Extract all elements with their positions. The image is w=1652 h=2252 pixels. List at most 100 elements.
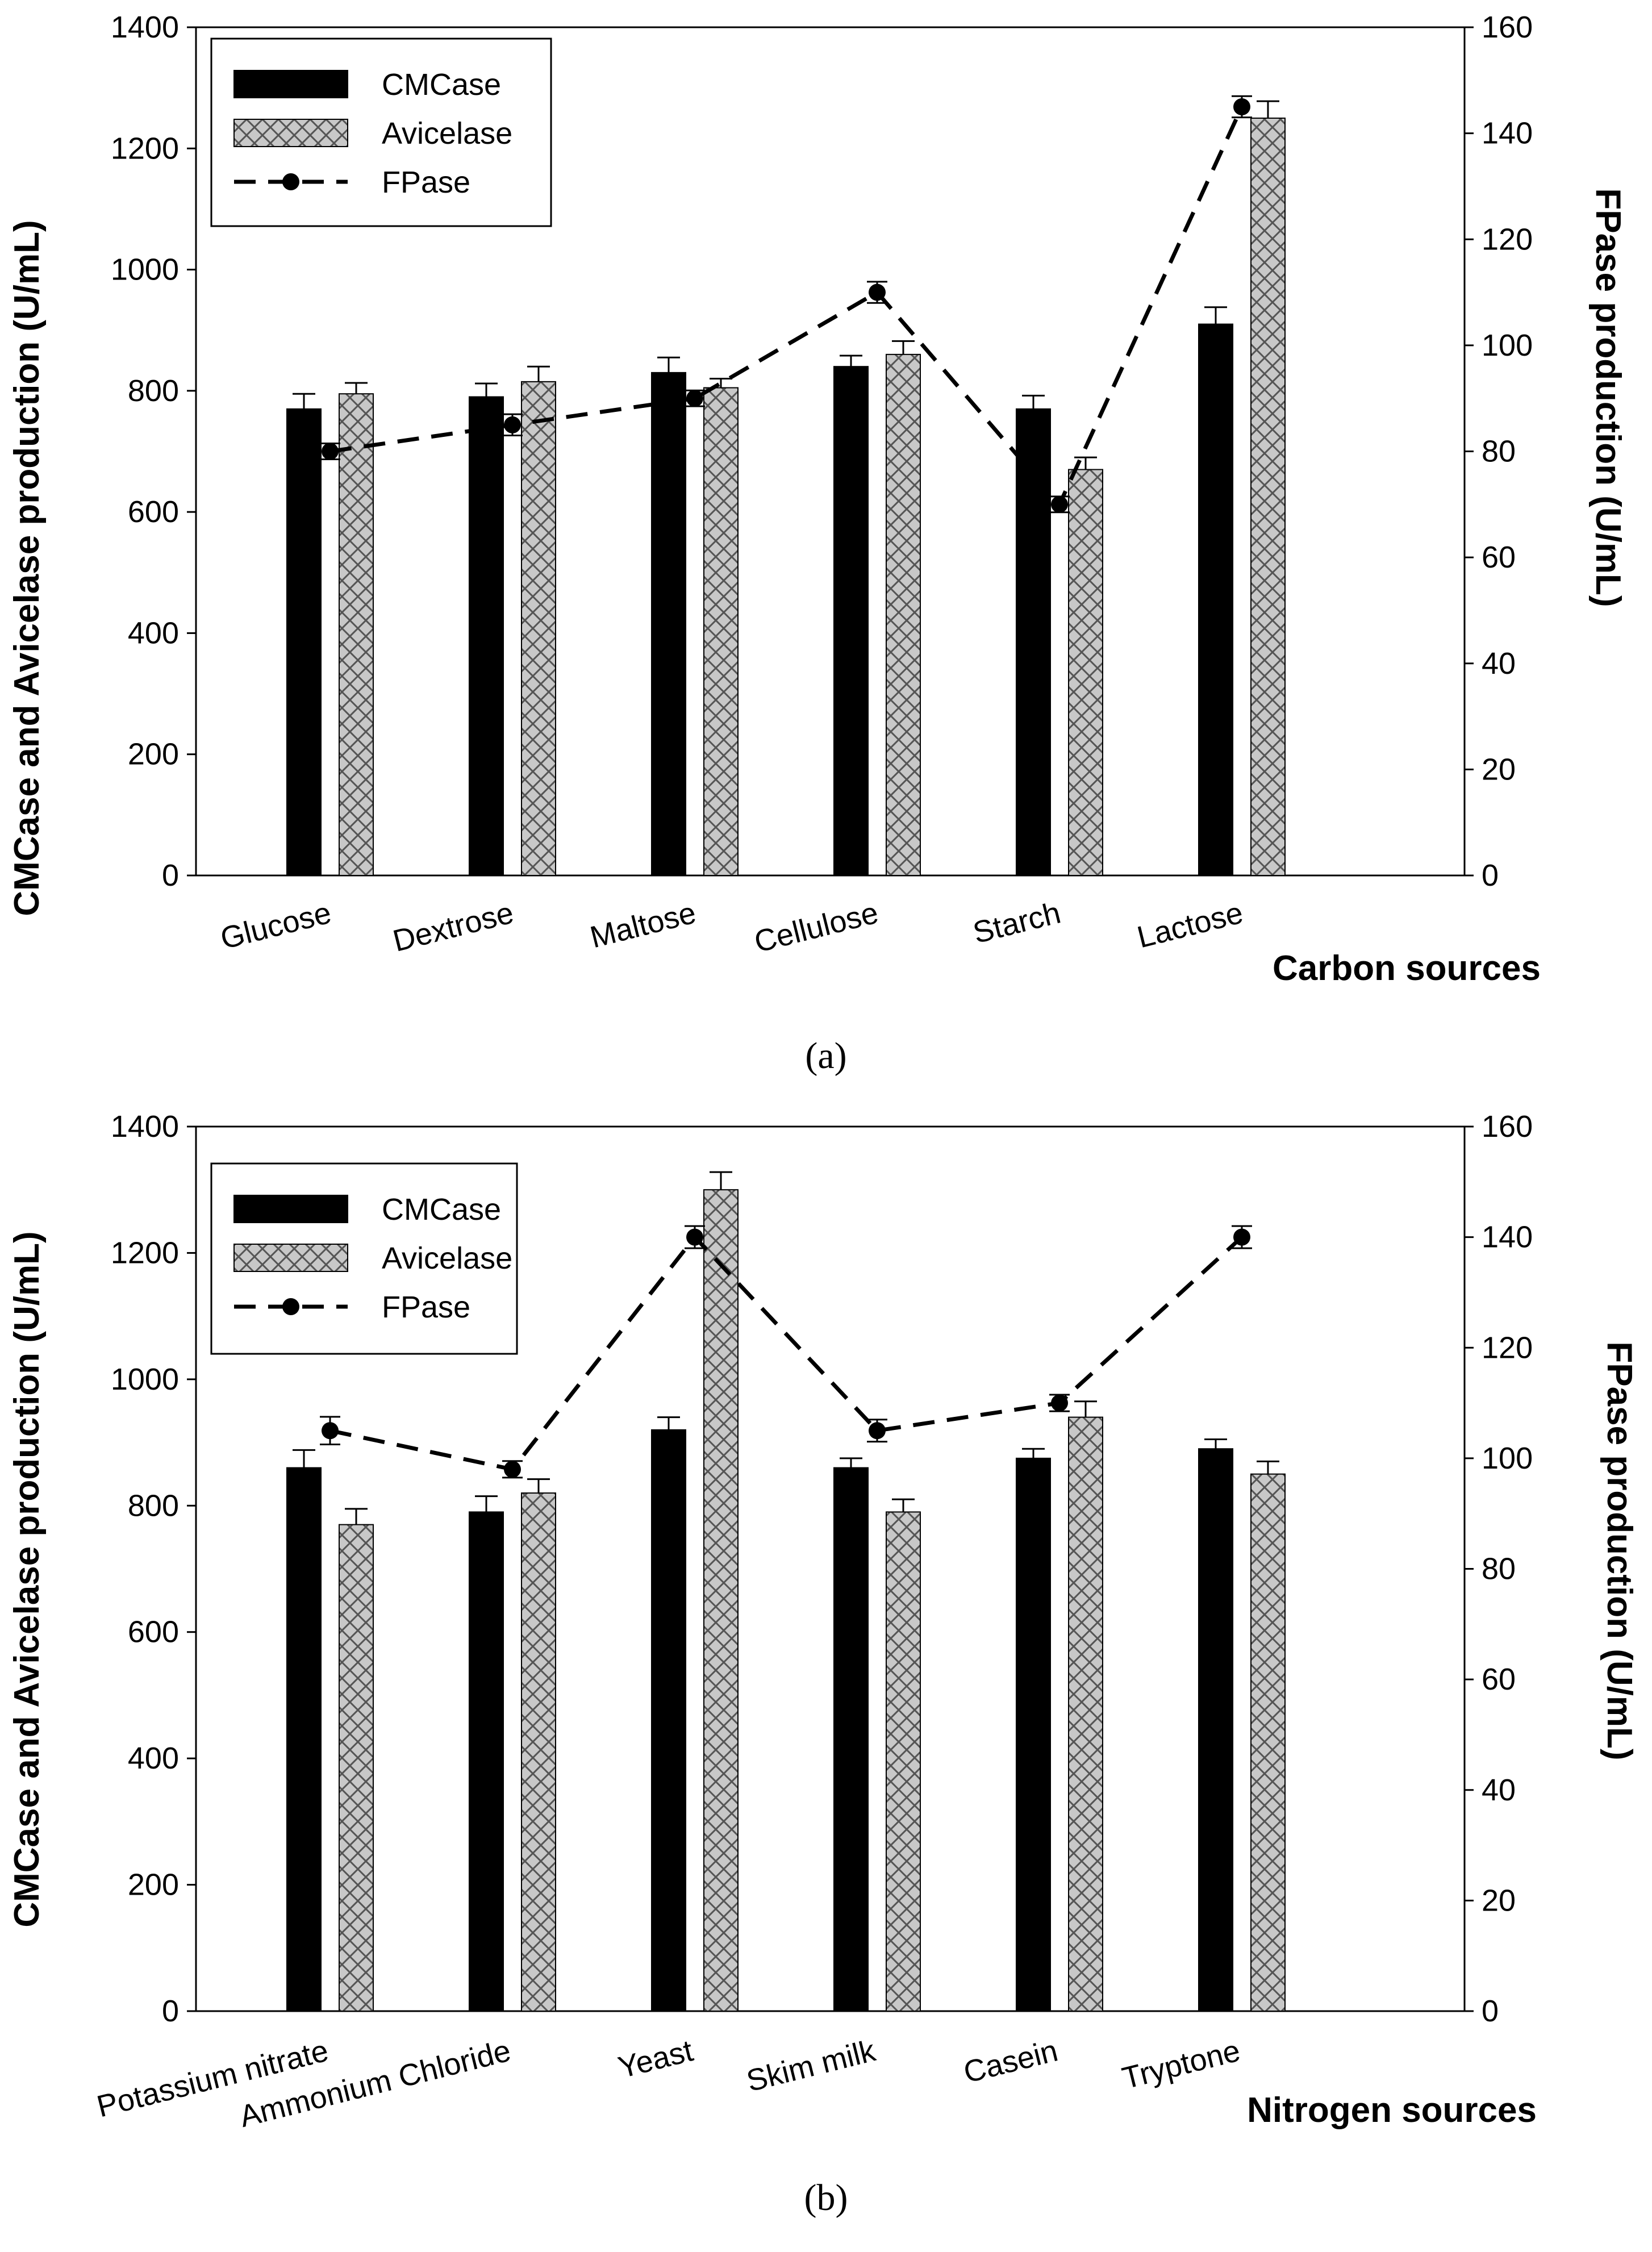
y-tick-label: 0 xyxy=(162,858,179,893)
cmcase-legend-swatch xyxy=(233,70,348,98)
avicelase-bar xyxy=(521,381,556,876)
y2-tick-label: 80 xyxy=(1482,435,1516,469)
cmcase-bar xyxy=(286,408,322,876)
y-tick-label: 200 xyxy=(128,1868,179,1902)
fpase-point xyxy=(322,1422,339,1440)
legend-label: Avicelase xyxy=(382,116,512,151)
fpase-point xyxy=(1233,1228,1250,1246)
y2-tick-label: 20 xyxy=(1482,1883,1516,1917)
y-tick-label: 1000 xyxy=(111,1362,179,1396)
legend-label: FPase xyxy=(382,1290,470,1324)
cmcase-bar xyxy=(833,1467,869,2012)
x-tick-label: Maltose xyxy=(587,895,699,954)
fpase-legend-marker xyxy=(282,1298,299,1315)
cmcase-bar xyxy=(286,1467,322,2012)
legend-label: FPase xyxy=(382,165,470,199)
y-tick-label: 1200 xyxy=(111,1236,179,1270)
y-tick-label: 200 xyxy=(128,737,179,771)
y2-tick-label: 20 xyxy=(1482,752,1516,786)
x-axis-title: Carbon sources xyxy=(1273,949,1541,988)
y2-tick-label: 80 xyxy=(1482,1552,1516,1586)
cmcase-bar xyxy=(469,396,504,876)
avicelase-bar xyxy=(521,1492,556,2012)
cmcase-bar xyxy=(833,366,869,876)
x-tick-label: Cellulose xyxy=(751,895,882,959)
y2-tick-label: 140 xyxy=(1482,116,1533,151)
x-tick-label: Lactose xyxy=(1134,895,1246,954)
cmcase-bar xyxy=(469,1511,504,2012)
y-tick-label: 800 xyxy=(128,1488,179,1523)
fpase-line xyxy=(329,106,1244,508)
y2-tick-label: 120 xyxy=(1482,1331,1533,1365)
fpase-legend-marker xyxy=(282,173,299,190)
y2-tick-label: 0 xyxy=(1482,1994,1499,2028)
avicelase-legend-swatch xyxy=(233,119,348,147)
y2-tick-label: 40 xyxy=(1482,647,1516,681)
x-tick-label: Starch xyxy=(970,895,1064,950)
fpase-point xyxy=(1051,1394,1068,1412)
avicelase-bar xyxy=(1068,1416,1103,2012)
y-axis-title: CMCase and Avicelase production (U/mL) xyxy=(7,220,47,916)
fpase-point xyxy=(686,1228,703,1246)
fpase-point xyxy=(504,1461,521,1478)
y2-tick-label: 60 xyxy=(1482,1662,1516,1696)
avicelase-bar xyxy=(886,1511,921,2012)
chart-a: 0 200 400 600 800 1000 1200 1400 0 20 40 60 80 100 120… xyxy=(7,10,1628,1077)
fpase-point xyxy=(1051,495,1068,513)
y-axis-title: CMCase and Avicelase production (U/mL) xyxy=(7,1231,47,1927)
y-tick-label: 1000 xyxy=(111,253,179,287)
avicelase-bar xyxy=(703,387,739,876)
y-tick-label: 1400 xyxy=(111,10,179,44)
x-tick-label: Dextrose xyxy=(390,895,517,958)
y-tick-label: 400 xyxy=(128,616,179,650)
x-axis-title: Nitrogen sources xyxy=(1247,2091,1537,2130)
panel-label: (a) xyxy=(805,1035,846,1077)
y2-tick-label: 100 xyxy=(1482,1441,1533,1475)
avicelase-bar xyxy=(703,1189,739,2012)
fpase-point xyxy=(869,1422,886,1440)
y2-tick-label: 100 xyxy=(1482,328,1533,362)
fpase-point xyxy=(869,283,886,301)
y-tick-label: 0 xyxy=(162,1994,179,2028)
y-tick-label: 800 xyxy=(128,374,179,408)
cmcase-bar xyxy=(1016,1457,1051,2012)
x-tick-label: Tryptone xyxy=(1119,2033,1244,2095)
avicelase-bar xyxy=(1068,469,1103,876)
cmcase-bar xyxy=(651,372,686,876)
y-tick-label: 600 xyxy=(128,1615,179,1649)
y-tick-label: 400 xyxy=(128,1741,179,1775)
y-tick-label: 1400 xyxy=(111,1110,179,1144)
y2-tick-label: 60 xyxy=(1482,540,1516,574)
avicelase-legend-swatch xyxy=(233,1244,348,1272)
cmcase-bar xyxy=(1016,408,1051,876)
x-tick-label: Skim milk xyxy=(743,2033,879,2098)
x-tick-label: Yeast xyxy=(615,2033,696,2084)
fpase-point xyxy=(322,443,339,460)
avicelase-bar xyxy=(886,353,921,876)
legend-label: Avicelase xyxy=(382,1241,512,1275)
legend-label: CMCase xyxy=(382,68,501,102)
y-tick-label: 1200 xyxy=(111,131,179,165)
fpase-line xyxy=(329,1234,1244,1472)
fpase-point xyxy=(686,390,703,407)
y2-axis-title: FPase production (U/mL) xyxy=(1600,1341,1639,1760)
y-tick-label: 600 xyxy=(128,495,179,529)
y2-tick-label: 40 xyxy=(1482,1773,1516,1807)
avicelase-bar xyxy=(339,1524,374,2012)
y2-tick-label: 160 xyxy=(1482,1110,1533,1144)
fpase-point xyxy=(1233,98,1250,115)
y2-tick-label: 160 xyxy=(1482,10,1533,44)
cmcase-bar xyxy=(651,1429,686,2012)
avicelase-bar xyxy=(1250,1473,1286,2012)
cmcase-bar xyxy=(1198,323,1233,876)
cmcase-bar xyxy=(1198,1448,1233,2012)
y2-tick-label: 140 xyxy=(1482,1220,1533,1254)
cmcase-legend-swatch xyxy=(233,1195,348,1223)
x-tick-label: Casein xyxy=(960,2033,1061,2090)
avicelase-bar xyxy=(1250,117,1286,877)
y2-axis-title: FPase production (U/mL) xyxy=(1588,188,1628,607)
x-tick-label: Glucose xyxy=(217,895,335,956)
avicelase-bar xyxy=(339,393,374,876)
y2-tick-label: 0 xyxy=(1482,858,1499,893)
